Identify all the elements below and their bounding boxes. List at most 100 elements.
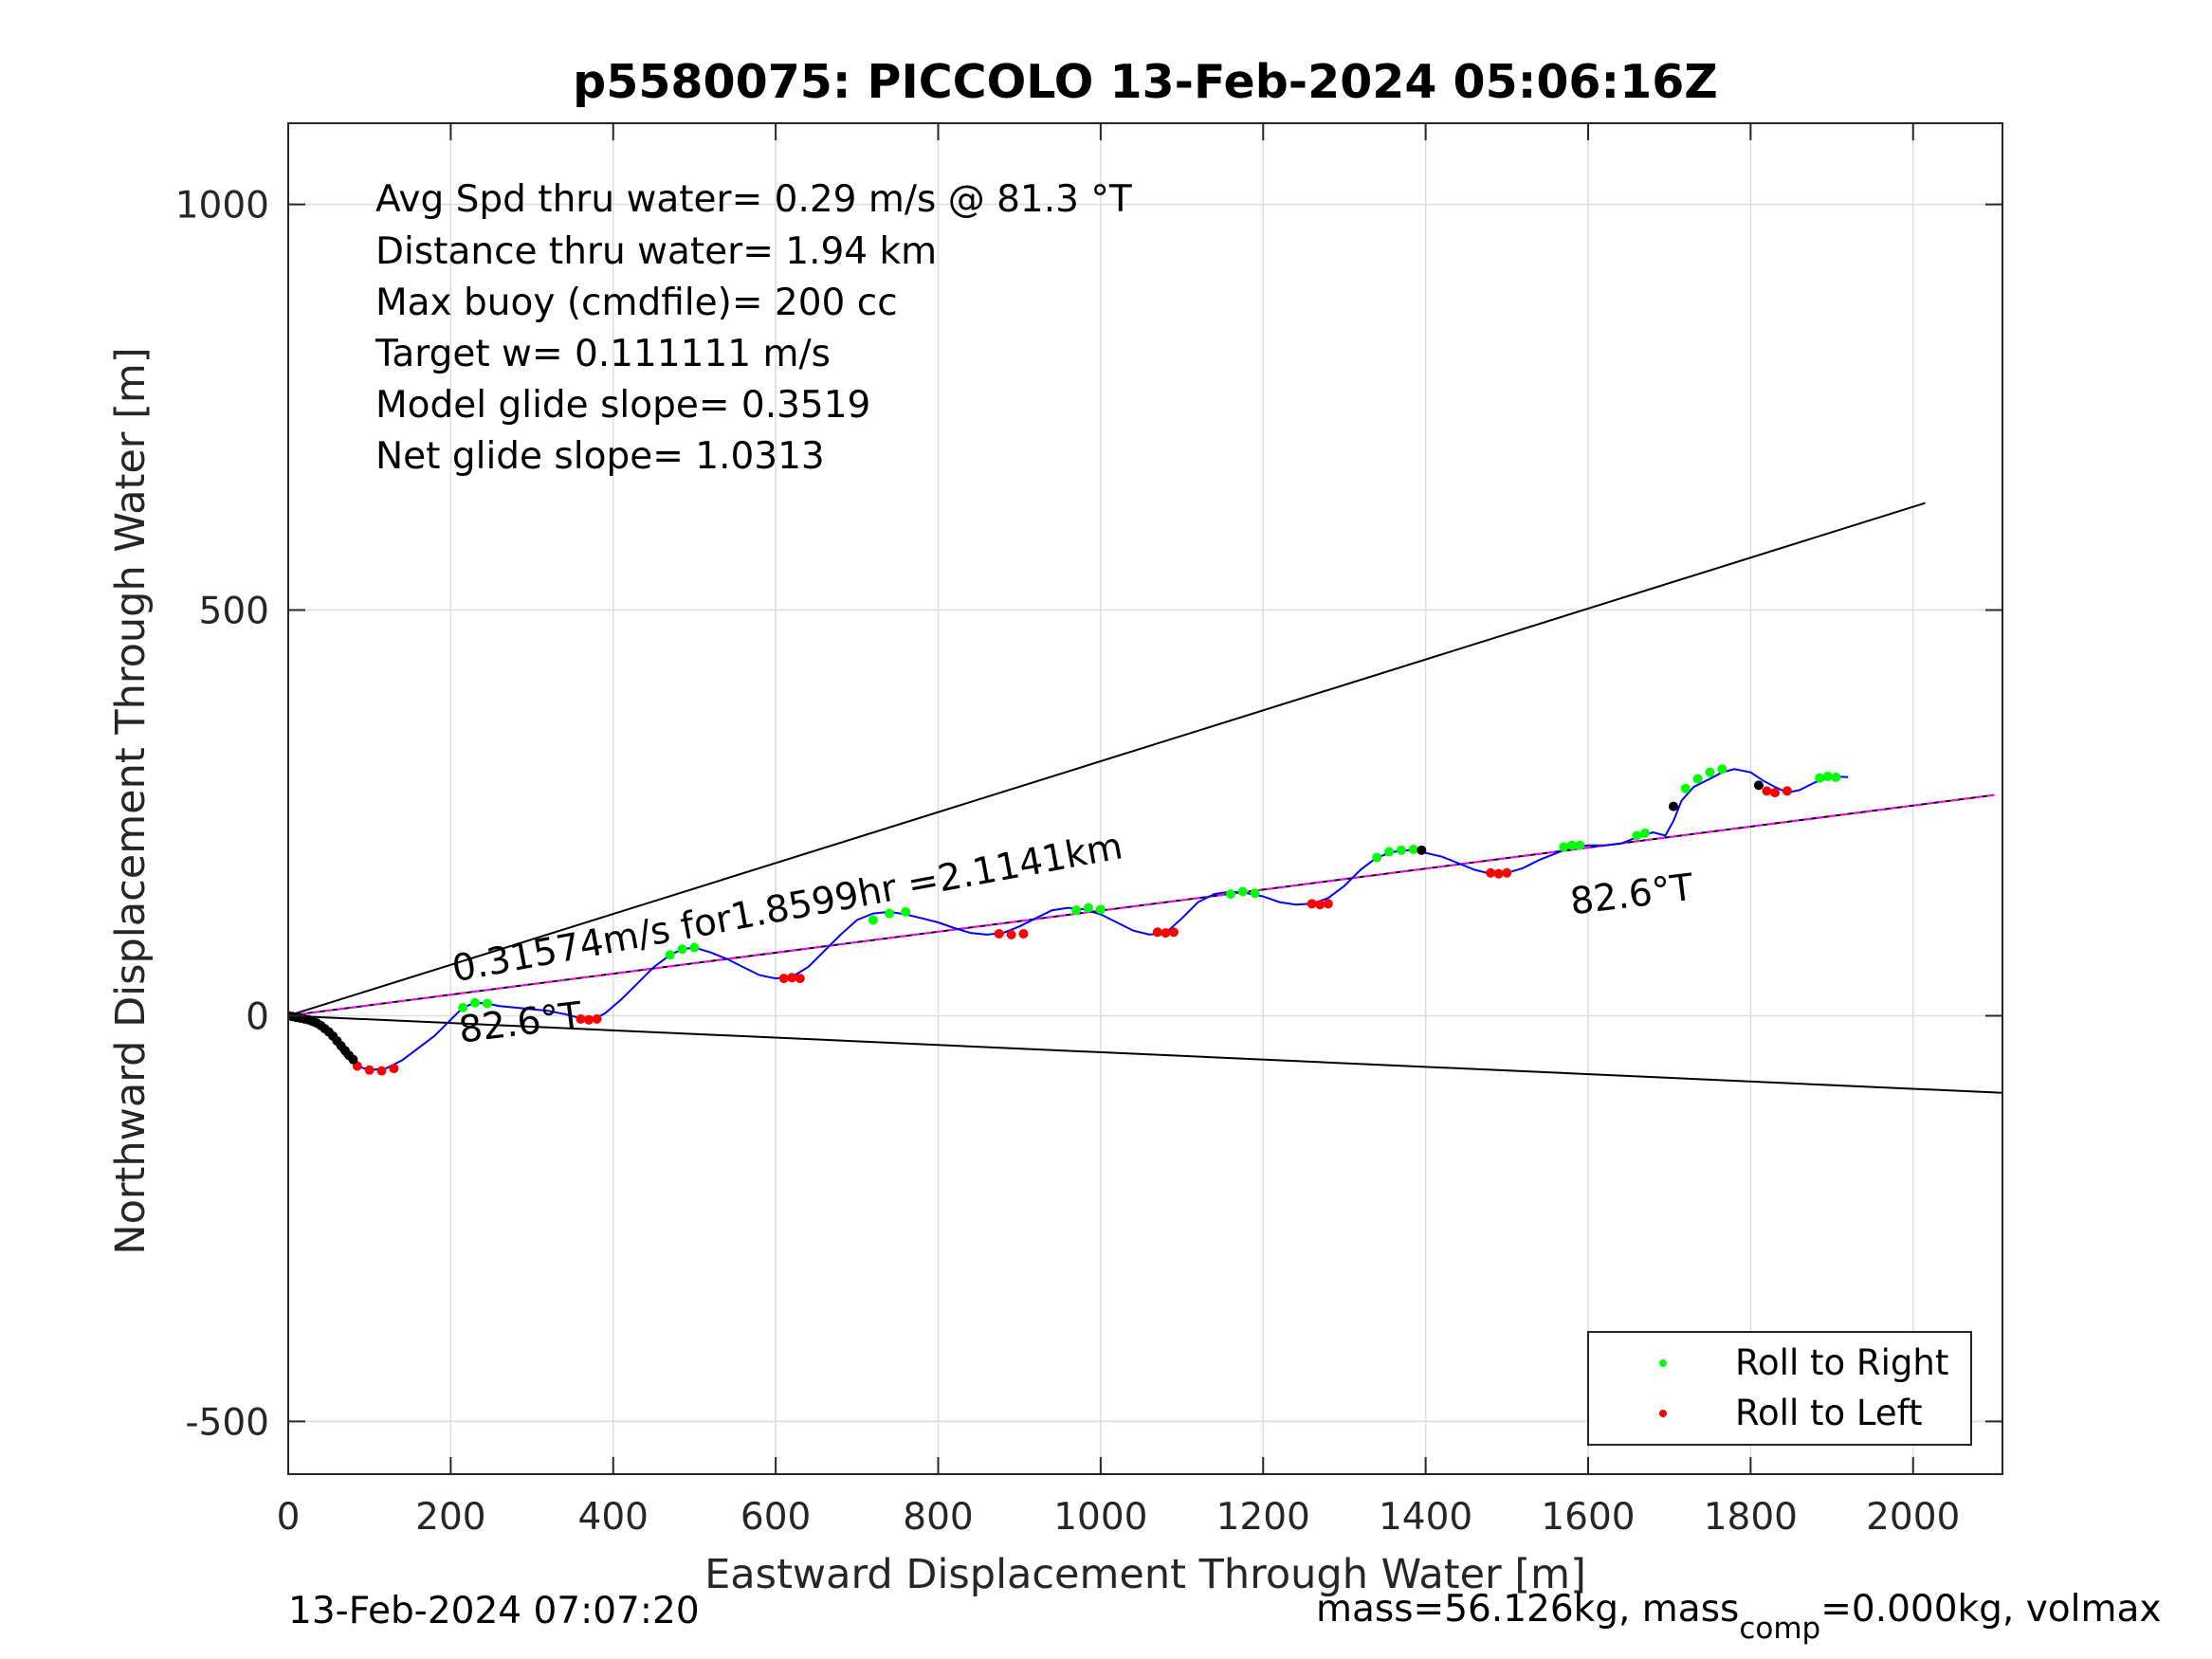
x-tick-label: 1400 (1379, 1496, 1472, 1539)
roll-right-point (1575, 840, 1585, 850)
x-tick-label: 800 (903, 1496, 973, 1539)
info-line: Max buoy (cmdfile)= 200 cc (375, 282, 898, 324)
x-tick-label: 400 (578, 1496, 649, 1539)
axes-box (287, 122, 2003, 1475)
dive-marker-point (1668, 801, 1678, 811)
roll-left-point (1323, 899, 1333, 909)
roll-right-point (1225, 889, 1235, 900)
roll-right-point (1384, 847, 1395, 857)
info-line: Distance thru water= 1.94 km (375, 230, 937, 273)
roll-left-point (1168, 927, 1179, 938)
roll-left-point (1152, 927, 1162, 938)
x-axis-label: Eastward Displacement Through Water [m] (704, 1551, 1586, 1598)
roll-left-point (1006, 929, 1016, 939)
roll-left-point (1782, 786, 1792, 796)
net-track (288, 793, 1995, 1017)
roll-right-point (901, 906, 911, 917)
roll-right-point (1250, 888, 1260, 899)
roll-left-point (1493, 868, 1504, 879)
roll-right-point (470, 997, 481, 1008)
roll-left-point (592, 1013, 602, 1024)
legend-box (1587, 1331, 1972, 1446)
grid (287, 123, 2002, 1474)
roll-left-point (389, 1064, 399, 1074)
roll-right-point (1237, 886, 1248, 897)
x-tick-label: 600 (740, 1496, 811, 1539)
x-tick-label: 1000 (1053, 1496, 1147, 1539)
roll-left-point (1502, 867, 1512, 878)
reference-line (288, 501, 1926, 1017)
legend-marker-roll-left (1659, 1410, 1667, 1417)
footer-mass-b: =0.000kg, volmax (1820, 1588, 2161, 1631)
axis-ticks: 0 200 400 600 800 1000 1200 1400 1600 1800 2000 -50… (175, 123, 2002, 1539)
roll-left-point (364, 1065, 375, 1075)
roll-right-point (1396, 845, 1406, 855)
roll-right-point (1639, 828, 1650, 838)
roll-right-point (1408, 844, 1418, 854)
roll-left-point (576, 1013, 586, 1024)
roll-left-point (1315, 900, 1325, 910)
y-tick-label: 0 (246, 995, 269, 1038)
legend-marker-roll-right (1659, 1359, 1667, 1367)
x-tick-label: 1600 (1541, 1496, 1635, 1539)
y-tick-label: 500 (199, 591, 269, 633)
roll-right-point (1692, 774, 1703, 784)
plot-area (288, 123, 2002, 1474)
x-tick-label: 1200 (1216, 1496, 1310, 1539)
footer-timestamp: 13-Feb-2024 07:07:20 (288, 1590, 700, 1632)
track-line (288, 768, 1849, 1071)
roll-right-point (1822, 771, 1833, 781)
roll-right-point (1680, 783, 1691, 793)
roll-left-point (376, 1066, 387, 1076)
roll-right-point (1084, 902, 1094, 913)
roll-right-point (1705, 767, 1715, 777)
x-tick-label: 1800 (1704, 1496, 1798, 1539)
dive-marker-point (348, 1054, 358, 1065)
net-track-line (288, 793, 1995, 1017)
info-line: Net glide slope= 1.0313 (375, 435, 825, 478)
footer-mass-info: mass=56.126kg, masscomp=0.000kg, volmax (1316, 1588, 2161, 1646)
roll-right-point (665, 950, 675, 960)
roll-left-point (994, 929, 1004, 939)
roll-right-point (1071, 905, 1082, 916)
roll-right-point (677, 944, 687, 955)
roll-left-point (787, 973, 797, 983)
dive-marker-point (1417, 845, 1427, 855)
roll-right-point (689, 942, 700, 953)
roll-right-point (885, 908, 895, 919)
roll-right-point (1566, 840, 1577, 850)
info-line: Model glide slope= 0.3519 (375, 384, 870, 427)
roll-left-point (778, 974, 789, 984)
roll-right-point (1372, 852, 1382, 863)
roll-right-point (1559, 842, 1569, 852)
roll-right-point (1717, 764, 1728, 775)
glider-track (288, 768, 1849, 1071)
legend: Roll to Right Roll to Left (1587, 1331, 1972, 1446)
roll-left-point (1018, 929, 1029, 939)
info-text-block: Avg Spd thru water= 0.29 m/s @ 81.3 °T D… (375, 178, 1132, 478)
roll-right-point (1095, 904, 1106, 915)
y-tick-label: -500 (185, 1401, 269, 1444)
roll-left-point (795, 974, 805, 984)
roll-right-point (1831, 772, 1841, 782)
x-tick-label: 2000 (1866, 1496, 1960, 1539)
roll-left-point (1762, 786, 1772, 796)
dive-marker-point (1753, 780, 1764, 791)
roll-right-point (458, 1002, 468, 1012)
footer-mass-a: mass=56.126kg, mass (1316, 1588, 1739, 1631)
roll-left-point (1770, 788, 1781, 798)
roll-right-point (1815, 773, 1825, 783)
roll-right-point (482, 998, 492, 1009)
chart-title: p5580075: PICCOLO 13-Feb-2024 05:06:16Z (573, 55, 1718, 109)
roll-left-point (1486, 867, 1496, 878)
reference-line (288, 1014, 2002, 1094)
legend-label-roll-right: Roll to Right (1735, 1342, 1948, 1383)
footer-mass-sub: comp (1739, 1612, 1820, 1646)
x-tick-label: 200 (415, 1496, 485, 1539)
roll-right-point (1632, 830, 1642, 841)
info-line: Avg Spd thru water= 0.29 m/s @ 81.3 °T (375, 178, 1132, 221)
info-line: Target w= 0.111111 m/s (375, 333, 831, 375)
roll-left-point (584, 1014, 594, 1025)
y-tick-label: 1000 (175, 185, 269, 228)
